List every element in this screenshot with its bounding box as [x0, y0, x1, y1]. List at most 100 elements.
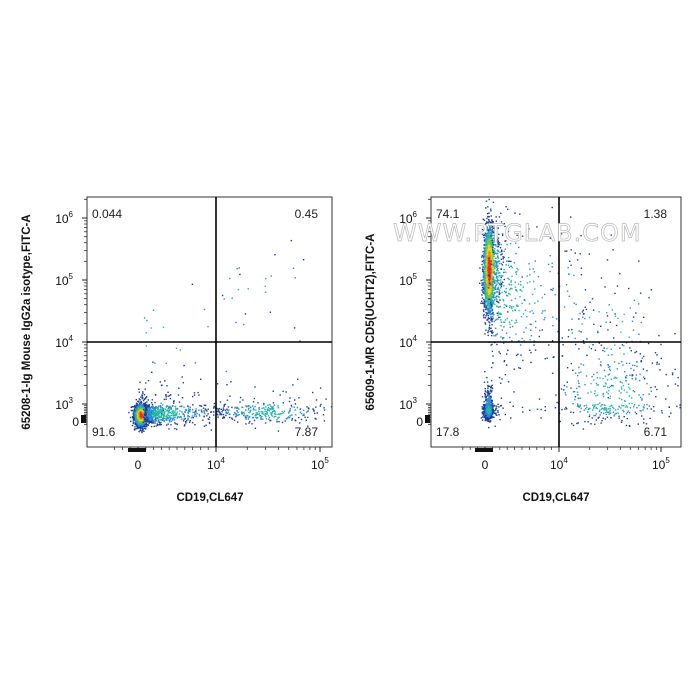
- event-dot: [315, 399, 318, 401]
- event-dot: [233, 411, 236, 414]
- event-dot: [265, 416, 267, 418]
- event-dot: [490, 288, 492, 290]
- event-dot: [491, 250, 493, 252]
- event-dot: [210, 411, 212, 413]
- event-dot: [483, 282, 486, 284]
- event-dot: [147, 399, 149, 401]
- event-dot: [481, 268, 484, 270]
- event-dot: [194, 424, 196, 426]
- y-tick-label: 106: [55, 210, 73, 226]
- event-dot: [498, 216, 501, 218]
- event-dot: [173, 400, 175, 402]
- event-dot: [238, 408, 240, 410]
- event-dot: [170, 424, 172, 426]
- event-dot: [495, 266, 498, 268]
- event-dot: [174, 427, 176, 430]
- event-dot: [166, 405, 168, 407]
- event-dot: [484, 282, 487, 284]
- event-dot: [248, 411, 250, 414]
- event-dot: [193, 411, 196, 413]
- event-dot: [492, 291, 494, 293]
- event-dot: [488, 224, 490, 226]
- event-dot: [492, 286, 494, 288]
- event-dot: [482, 234, 485, 237]
- event-dot: [319, 387, 322, 389]
- event-dot: [483, 306, 486, 308]
- event-dot: [485, 207, 487, 209]
- event-dot: [173, 417, 175, 419]
- event-dot: [136, 411, 138, 413]
- event-dot: [159, 417, 161, 419]
- event-dot: [485, 247, 487, 249]
- event-dot: [213, 407, 215, 409]
- event-dot: [323, 420, 326, 422]
- event-dot: [293, 406, 295, 408]
- event-dot: [255, 416, 257, 419]
- event-dot: [160, 419, 162, 421]
- event-dot: [159, 405, 161, 407]
- event-dot: [145, 416, 147, 418]
- event-dot: [135, 407, 138, 409]
- event-dot: [161, 416, 163, 419]
- event-dot: [149, 421, 152, 423]
- event-dot: [141, 406, 144, 409]
- event-dot: [138, 413, 140, 415]
- event-dot: [133, 408, 135, 411]
- event-dot: [485, 235, 487, 237]
- event-dot: [484, 308, 487, 310]
- event-dot: [485, 304, 487, 307]
- event-dot: [148, 418, 150, 420]
- event-dot: [481, 286, 484, 289]
- event-dot: [236, 409, 238, 412]
- event-dot: [230, 381, 232, 383]
- event-dot: [262, 413, 265, 415]
- event-dot: [187, 414, 189, 416]
- event-dot: [483, 303, 485, 305]
- event-dot: [255, 409, 257, 411]
- event-dot: [484, 277, 487, 280]
- event-dot: [314, 417, 316, 420]
- event-dot: [164, 411, 166, 413]
- event-dot: [488, 284, 490, 287]
- event-dot: [489, 229, 491, 232]
- event-dot: [272, 402, 275, 404]
- event-dot: [273, 416, 275, 418]
- event-dot: [166, 424, 168, 426]
- event-dot: [201, 411, 203, 414]
- event-dot: [204, 404, 207, 407]
- event-dot: [140, 415, 142, 418]
- event-dot: [484, 323, 487, 325]
- event-dot: [145, 332, 147, 334]
- event-dot: [492, 237, 495, 239]
- event-dot: [330, 406, 333, 408]
- event-dot: [236, 407, 239, 409]
- event-dot: [487, 315, 490, 317]
- event-dot: [163, 398, 166, 401]
- event-dot: [140, 423, 142, 425]
- event-dot: [481, 256, 483, 258]
- event-dot: [136, 412, 139, 415]
- event-dot: [484, 299, 486, 301]
- event-dot: [500, 258, 503, 260]
- event-dot: [176, 423, 179, 425]
- event-dot: [489, 330, 491, 332]
- event-dot: [162, 410, 164, 413]
- y-tick-label: 103: [55, 396, 73, 412]
- event-dot: [483, 304, 486, 307]
- event-dot: [494, 299, 496, 301]
- event-dot: [490, 274, 492, 276]
- event-dot: [491, 287, 494, 289]
- event-dot: [143, 406, 145, 409]
- event-dot: [258, 410, 260, 413]
- event-dot: [490, 240, 492, 242]
- event-dot: [135, 412, 137, 415]
- event-dot: [264, 285, 266, 287]
- event-dot: [206, 410, 208, 412]
- event-dot: [243, 323, 245, 326]
- event-dot: [482, 309, 485, 311]
- event-dot: [491, 276, 493, 278]
- event-dot: [187, 411, 189, 413]
- event-dot: [143, 430, 145, 432]
- event-dot: [487, 221, 489, 224]
